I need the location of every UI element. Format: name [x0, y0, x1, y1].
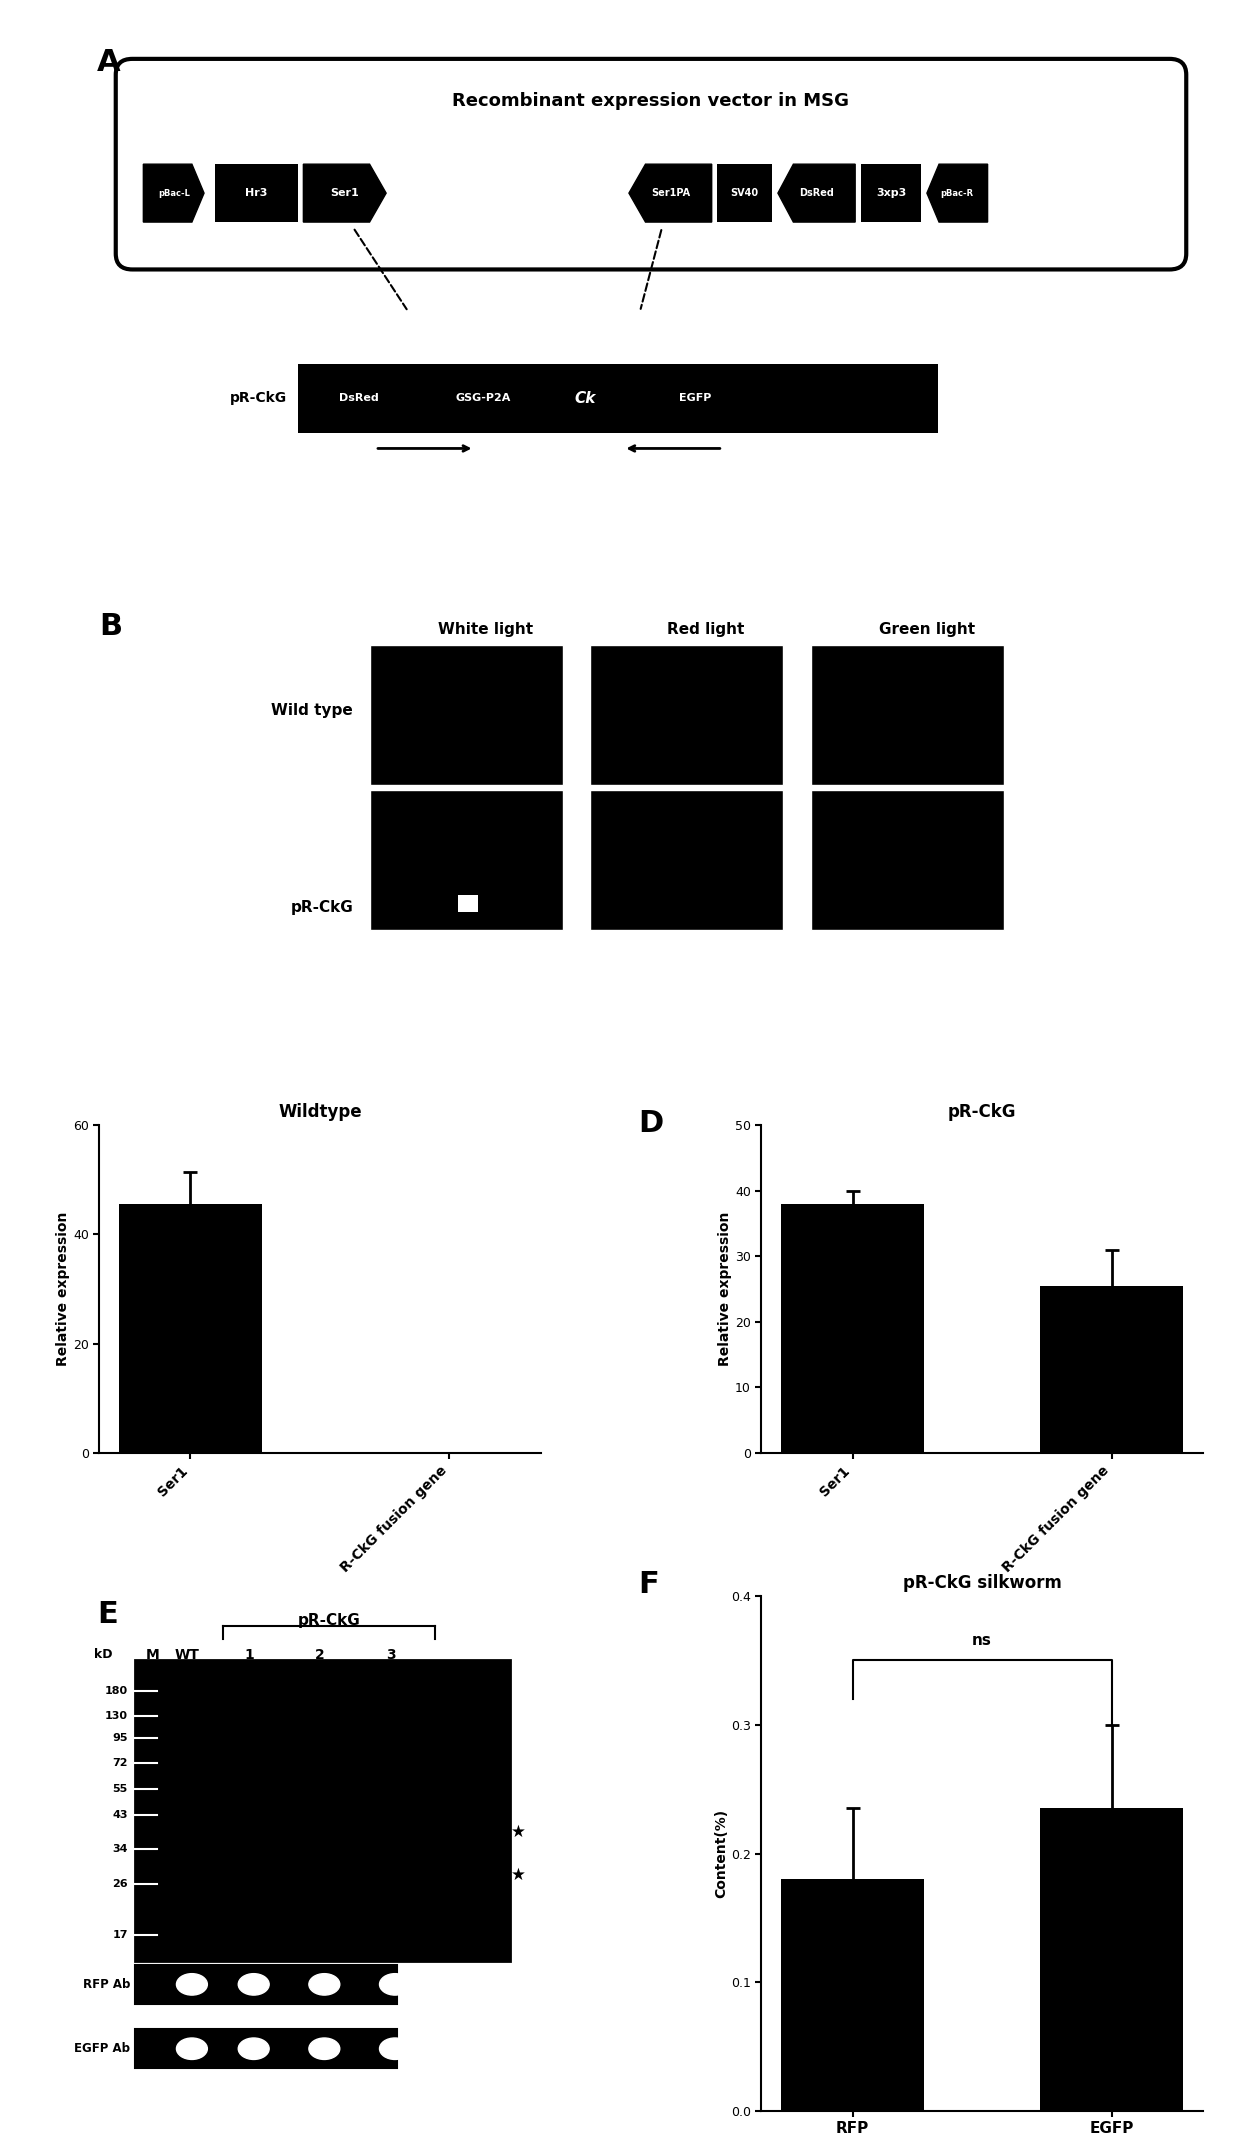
Text: ★: ★ [511, 1865, 526, 1885]
Text: Wild type: Wild type [272, 702, 353, 717]
Bar [717, 164, 773, 222]
Y-axis label: Relative expression: Relative expression [718, 1213, 732, 1366]
Polygon shape [777, 164, 856, 222]
Text: Ser1PA: Ser1PA [651, 187, 689, 198]
Ellipse shape [176, 1973, 207, 1995]
Bar [1040, 1809, 1183, 2111]
Text: DsRed: DsRed [799, 187, 835, 198]
Title: pR-CkG: pR-CkG [947, 1103, 1017, 1120]
Text: 130: 130 [105, 1710, 128, 1721]
Text: 3: 3 [386, 1648, 396, 1661]
Text: Hr3: Hr3 [246, 187, 268, 198]
Ellipse shape [309, 2038, 340, 2059]
Bar [370, 791, 563, 931]
Text: 72: 72 [113, 1758, 128, 1768]
Bar [781, 1204, 924, 1452]
Text: ns: ns [972, 1633, 992, 1648]
Ellipse shape [379, 2038, 410, 2059]
Polygon shape [928, 164, 987, 222]
Text: 180: 180 [104, 1687, 128, 1695]
Bar [134, 1964, 397, 2003]
Text: EGFP Ab: EGFP Ab [74, 2042, 130, 2055]
Text: D: D [637, 1109, 663, 1137]
Title: pR-CkG silkworm: pR-CkG silkworm [903, 1575, 1061, 1592]
Text: Red light: Red light [667, 623, 745, 638]
Text: EGFP: EGFP [680, 394, 712, 403]
Bar [458, 894, 477, 911]
Text: Recombinant expression vector in MSG: Recombinant expression vector in MSG [453, 93, 849, 110]
Text: 1: 1 [244, 1648, 254, 1661]
Text: 34: 34 [113, 1844, 128, 1855]
Text: 26: 26 [113, 1878, 128, 1889]
Ellipse shape [238, 2038, 269, 2059]
Bar [298, 364, 937, 433]
Bar [119, 1204, 262, 1452]
Ellipse shape [379, 1973, 410, 1995]
Text: GSG-P2A: GSG-P2A [455, 394, 511, 403]
Bar [861, 164, 921, 222]
Title: Wildtype: Wildtype [278, 1103, 362, 1120]
Text: ★: ★ [511, 1822, 526, 1842]
Text: pBac-L: pBac-L [157, 190, 190, 198]
Text: 3xp3: 3xp3 [875, 187, 906, 198]
Text: pR-CkG: pR-CkG [290, 900, 353, 915]
Text: A: A [97, 47, 120, 78]
FancyBboxPatch shape [115, 58, 1187, 269]
Bar [640, 370, 750, 426]
Ellipse shape [238, 1973, 269, 1995]
Text: pR-CkG: pR-CkG [298, 1613, 360, 1628]
Text: White light: White light [438, 623, 533, 638]
Text: Green light: Green light [879, 623, 975, 638]
Y-axis label: Content(%): Content(%) [714, 1809, 728, 1898]
Text: 55: 55 [113, 1784, 128, 1794]
Text: 95: 95 [113, 1732, 128, 1743]
Text: M: M [145, 1648, 159, 1661]
Bar [134, 2029, 397, 2068]
Y-axis label: Relative expression: Relative expression [56, 1213, 71, 1366]
Polygon shape [304, 164, 386, 222]
Bar [215, 164, 298, 222]
Text: pBac-R: pBac-R [941, 190, 973, 198]
Bar [370, 644, 563, 786]
Bar [419, 370, 546, 426]
Bar [304, 370, 414, 426]
Text: DsRed: DsRed [339, 394, 378, 403]
Ellipse shape [176, 2038, 207, 2059]
Text: Ser1: Ser1 [330, 187, 360, 198]
Text: E: E [97, 1600, 118, 1628]
Bar [811, 644, 1004, 786]
Bar [134, 1661, 510, 1960]
Polygon shape [629, 164, 712, 222]
Text: 2: 2 [315, 1648, 325, 1661]
Bar [811, 791, 1004, 931]
Bar [781, 1878, 924, 2111]
Text: 17: 17 [113, 1930, 128, 1941]
Text: pR-CkG: pR-CkG [229, 392, 286, 405]
Text: B: B [99, 612, 123, 642]
Bar [590, 791, 784, 931]
Text: 43: 43 [113, 1809, 128, 1820]
Text: WT: WT [175, 1648, 200, 1661]
Bar [1040, 1286, 1183, 1452]
Bar [590, 644, 784, 786]
Polygon shape [144, 164, 205, 222]
Ellipse shape [309, 1973, 340, 1995]
Text: F: F [637, 1570, 658, 1600]
Text: Ck: Ck [574, 390, 595, 405]
Text: kD: kD [94, 1648, 113, 1661]
Text: RFP Ab: RFP Ab [83, 1977, 130, 1990]
Text: SV40: SV40 [730, 187, 759, 198]
